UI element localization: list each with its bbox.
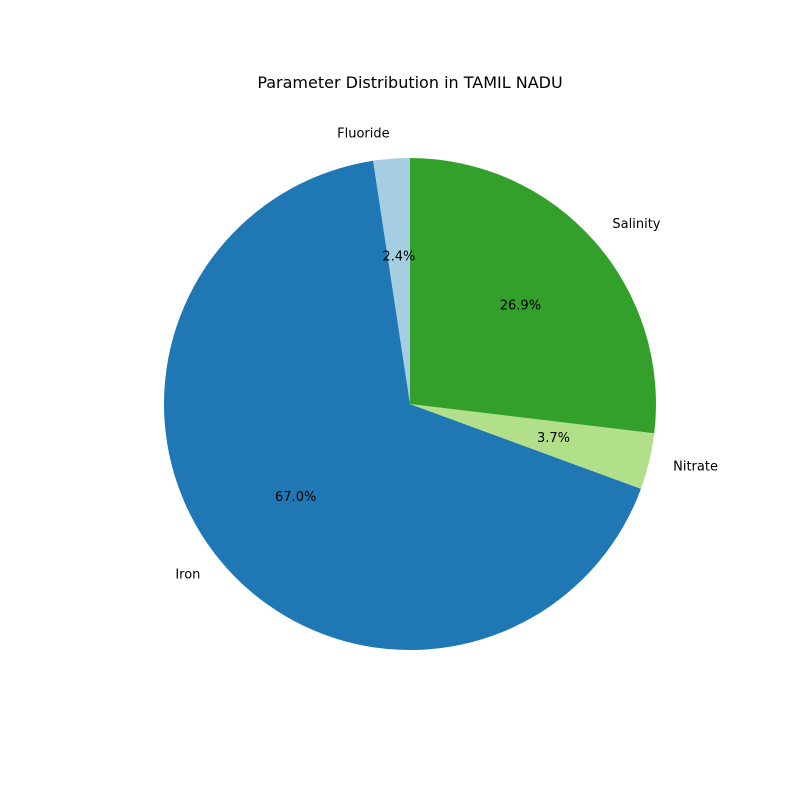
slice-label-nitrate: Nitrate — [673, 460, 718, 475]
pie-slice-iron — [163, 160, 641, 650]
slice-percent-nitrate: 3.7% — [537, 431, 570, 446]
slice-label-iron: Iron — [175, 568, 200, 583]
pie-slice-fluoride — [373, 158, 410, 404]
slice-percent-salinity: 26.9% — [500, 299, 541, 314]
pie-labels: Fluoride 2.4% Iron 67.0% Nitrate 3.7% Salinity… — [175, 127, 718, 583]
pie-slice-nitrate — [410, 404, 655, 489]
slice-percent-fluoride: 2.4% — [382, 249, 415, 264]
slice-percent-iron: 67.0% — [275, 490, 316, 505]
chart-title: Parameter Distribution in TAMIL NADU — [257, 73, 562, 92]
slice-label-fluoride: Fluoride — [337, 127, 390, 142]
pie-slice-salinity — [410, 158, 656, 434]
slice-label-salinity: Salinity — [612, 217, 660, 232]
pie-slices — [163, 158, 656, 650]
